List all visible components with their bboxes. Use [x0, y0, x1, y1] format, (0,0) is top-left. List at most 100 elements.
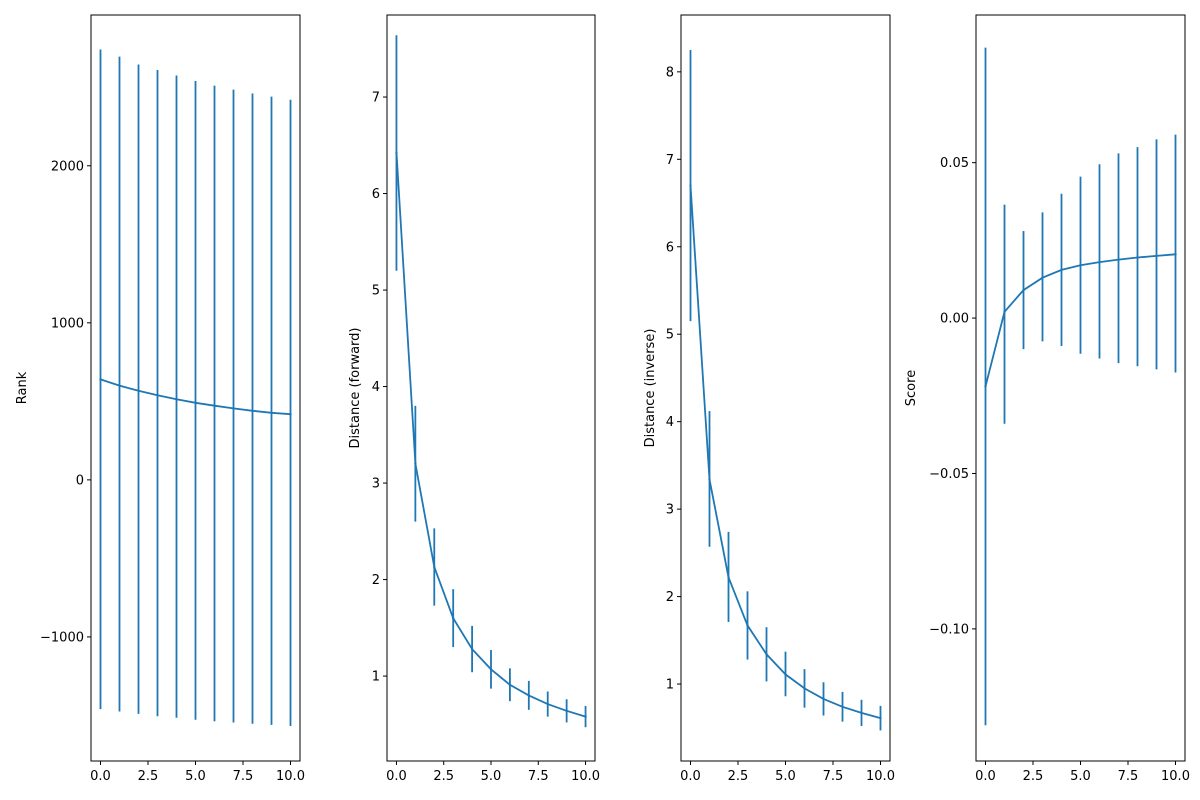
data-point — [546, 702, 549, 706]
y-tick-label: 1000 — [51, 316, 84, 331]
data-point — [1079, 264, 1082, 267]
x-tick-label: 2.5 — [728, 769, 749, 784]
data-point — [584, 715, 587, 718]
y-tick-label: 3 — [666, 503, 674, 518]
data-point — [984, 385, 987, 388]
data-point — [765, 653, 768, 656]
data-point — [879, 716, 882, 720]
x-tick-label: 7.5 — [823, 769, 844, 784]
data-point — [232, 407, 235, 410]
chart-panel-1: 0.0 2.5 5.0 7.5 10.0 −1000 0 1000 2000 Rank — [15, 14, 305, 784]
data-point — [1136, 256, 1139, 259]
data-point — [156, 394, 159, 397]
y-axis-label: Score — [904, 370, 919, 406]
data-point — [489, 668, 493, 671]
x-tick-label: 5.0 — [775, 769, 796, 784]
chart-panel-3: 0.0 2.5 5.0 7.5 10.0 1 2 3 4 5 6 7 8 Distance (invers… — [643, 14, 895, 784]
plot-frame — [975, 14, 1186, 762]
chart-panel-2: 0.0 2.5 5.0 7.5 10.0 1 2 3 4 5 6 7 Distance (forward… — [348, 14, 600, 784]
x-tick-label: 5.0 — [185, 769, 206, 784]
y-tick-label: 7 — [372, 91, 380, 106]
x-tick-label: 2.5 — [138, 769, 159, 784]
x-tick-label: 2.5 — [1023, 769, 1044, 784]
data-point — [470, 647, 474, 651]
y-tick-label: 5 — [666, 328, 674, 343]
y-tick-label: 5 — [372, 284, 380, 299]
data-point — [395, 151, 398, 155]
data-point — [137, 389, 140, 393]
data-point — [565, 709, 568, 713]
x-tick-label: 7.5 — [528, 769, 549, 784]
y-axis-label: Distance (forward) — [348, 328, 363, 449]
series-line — [395, 152, 586, 718]
x-tick-label: 0.0 — [975, 769, 996, 784]
data-point — [784, 673, 787, 676]
y-tick-label: −0.05 — [929, 467, 969, 482]
y-tick-label: 6 — [666, 240, 674, 255]
y-tick-label: 2 — [666, 590, 674, 605]
x-tick-label: 5.0 — [1070, 769, 1091, 784]
y-axis-label: Distance (inverse) — [643, 329, 658, 448]
data-point — [527, 694, 531, 697]
data-point — [1003, 310, 1006, 314]
data-point — [1155, 254, 1158, 258]
data-point — [708, 478, 711, 481]
data-point — [99, 378, 102, 381]
data-point — [414, 462, 417, 465]
data-point — [1041, 276, 1044, 279]
y-tick-label: −0.10 — [929, 622, 969, 637]
data-point — [451, 616, 455, 620]
x-tick-label: 10.0 — [866, 769, 895, 784]
data-point — [689, 184, 692, 187]
data-point — [860, 711, 863, 715]
data-point — [746, 624, 749, 627]
x-tick-label: 0.0 — [90, 769, 111, 784]
plot-frame — [680, 14, 891, 762]
y-tick-label: 7 — [666, 153, 674, 168]
data-point — [251, 409, 254, 412]
y-tick-label: 3 — [372, 477, 380, 492]
x-tick-label: 2.5 — [433, 769, 454, 784]
x-tick-label: 10.0 — [276, 769, 305, 784]
y-tick-label: 1 — [372, 670, 380, 685]
y-tick-label: 8 — [666, 65, 674, 80]
data-point — [1022, 288, 1025, 292]
data-point — [1117, 258, 1120, 261]
data-point — [803, 687, 806, 690]
y-tick-label: 0.00 — [940, 312, 969, 327]
data-point — [289, 413, 292, 416]
data-point — [1060, 268, 1063, 272]
y-tick-label: 1 — [666, 678, 674, 693]
y-axis-label: Rank — [15, 371, 30, 404]
data-point — [213, 404, 216, 407]
y-tick-label: 0.05 — [940, 156, 969, 171]
x-tick-label: 7.5 — [1118, 769, 1139, 784]
data-point — [1098, 260, 1101, 264]
data-point — [508, 683, 512, 686]
y-tick-label: 0 — [76, 473, 84, 488]
data-point — [841, 705, 844, 708]
x-tick-label: 10.0 — [571, 769, 600, 784]
y-tick-label: 4 — [372, 380, 380, 395]
y-tick-label: 2000 — [51, 159, 84, 174]
x-tick-label: 7.5 — [233, 769, 254, 784]
y-tick-label: 4 — [666, 415, 674, 430]
y-tick-label: −1000 — [40, 630, 84, 645]
y-tick-label: 2 — [372, 573, 380, 588]
data-point — [118, 384, 121, 387]
data-point — [194, 401, 197, 404]
x-tick-label: 0.0 — [680, 769, 701, 784]
series-line — [689, 185, 881, 719]
x-tick-label: 5.0 — [481, 769, 502, 784]
x-tick-label: 10.0 — [1161, 769, 1190, 784]
data-point — [1174, 253, 1177, 256]
y-tick-label: 6 — [372, 187, 380, 202]
data-point — [270, 411, 273, 415]
data-point — [175, 398, 178, 401]
chart-panel-4: 0.0 2.5 5.0 7.5 10.0 −0.10 −0.05 0.00 0.05 Score — [904, 14, 1190, 784]
plot-frame — [386, 14, 596, 762]
x-tick-label: 0.0 — [386, 769, 407, 784]
data-point — [727, 576, 730, 579]
data-point — [822, 697, 825, 701]
